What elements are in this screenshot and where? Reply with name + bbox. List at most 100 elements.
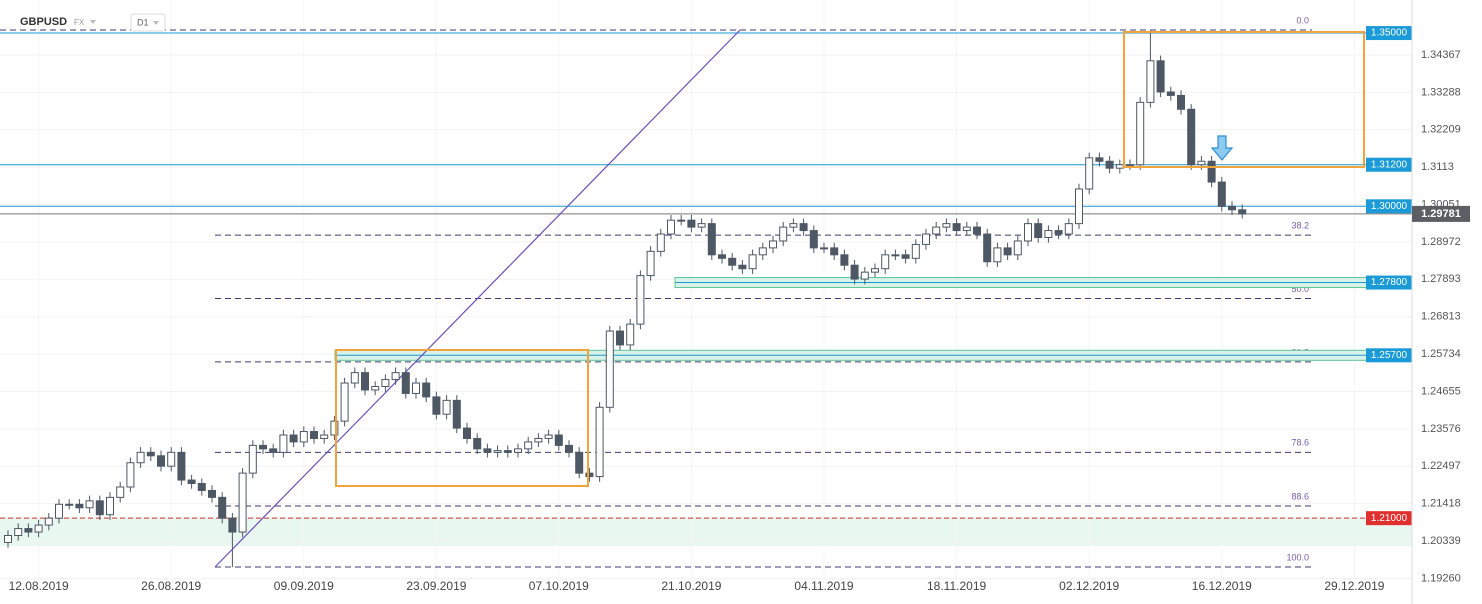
candle-body (228, 517, 237, 533)
candle-body (891, 254, 900, 257)
candle-body (881, 254, 890, 270)
candle-body (391, 372, 400, 381)
candle-body (44, 517, 53, 526)
candle-body (952, 223, 961, 232)
candle-body (544, 434, 553, 439)
x-tick-label: 07.10.2019 (529, 579, 589, 593)
candle-body (993, 247, 1002, 263)
candle-body (636, 275, 645, 325)
y-tick-label: 1.27893 (1421, 273, 1461, 285)
candle-body (850, 264, 859, 280)
dropdown[interactable] (90, 20, 96, 24)
y-tick-label: 1.24655 (1421, 385, 1461, 397)
candle-body (1115, 164, 1124, 169)
candle-body (1136, 101, 1145, 166)
x-tick-label: 18.11.2019 (927, 579, 986, 593)
candle-body (799, 223, 808, 232)
market: FX (74, 18, 85, 27)
y-tick-label: 1.23576 (1421, 423, 1461, 435)
y-tick-label: 1.3113 (1421, 161, 1454, 173)
candle-body (1034, 223, 1043, 238)
x-tick-label: 16.12.2019 (1192, 579, 1252, 593)
level-label: 1.25700 (1371, 350, 1408, 361)
level-label: 1.31200 (1371, 159, 1408, 170)
x-tick-label: 23.09.2019 (406, 579, 466, 593)
candle-body (1085, 157, 1094, 190)
candle-body (503, 450, 512, 453)
candle-body (381, 379, 390, 387)
candle-body (942, 223, 951, 228)
candle-body (289, 434, 298, 443)
last-price-tag (1412, 205, 1470, 222)
candle-body (1217, 181, 1226, 207)
candle-body (279, 434, 288, 453)
timeframe: D1 (137, 17, 149, 27)
candle-body (605, 330, 614, 408)
down-arrow (1210, 135, 1234, 161)
last-price-label: 1.29781 (1421, 208, 1461, 220)
candle-body (401, 372, 410, 394)
candle-body (463, 427, 471, 439)
candle-body (442, 399, 451, 415)
candle-body (983, 233, 992, 263)
candle-body (1105, 160, 1114, 169)
trend-line (214, 29, 741, 568)
candle-body (1126, 164, 1134, 167)
x-tick-label: 09.09.2019 (274, 579, 334, 593)
candle-body (1024, 223, 1032, 242)
range-box (1123, 31, 1365, 168)
candle-body (218, 496, 227, 519)
candle-body (769, 240, 777, 249)
candle-body (432, 396, 441, 415)
y-tick-label: 1.22497 (1421, 460, 1461, 472)
candle-body (656, 233, 665, 252)
levels: 1.35000 1.31200 1.30000 1.27800 1.25700 1.210… (0, 26, 1413, 526)
y-tick-label: 1.19260 (1421, 572, 1461, 584)
candle-body (157, 455, 165, 467)
candle-body (452, 399, 461, 429)
y-tick-label: 1.33288 (1421, 86, 1461, 98)
candle-body (697, 223, 706, 228)
candle-body (738, 264, 747, 270)
dropdown (153, 21, 159, 25)
level-tag (1366, 157, 1412, 172)
candle-body (575, 451, 584, 474)
candle-body (361, 372, 369, 391)
candle-body (473, 437, 482, 450)
candle-body (1003, 247, 1012, 256)
candle-body (197, 483, 206, 491)
candle-body (493, 450, 502, 453)
candle-body (1095, 157, 1104, 162)
range-box (335, 349, 589, 487)
y-tick-label: 1.21418 (1421, 498, 1461, 510)
candle-body (585, 472, 594, 478)
candle-body (299, 431, 308, 443)
fib-label: 0.0 (1296, 15, 1309, 25)
candle-body (371, 385, 380, 391)
candle-body (167, 451, 176, 467)
candle-body (4, 534, 12, 543)
candle-body (932, 226, 941, 235)
candle-body (809, 230, 818, 249)
candle-body (248, 444, 257, 474)
x-tick-label: 21.10.2019 (661, 579, 721, 593)
candle-body (55, 503, 63, 519)
candle-body (177, 451, 186, 481)
y-tick-label: 1.34367 (1421, 49, 1461, 61)
candle-body (187, 479, 196, 485)
fib-label: 50.0 (1291, 284, 1309, 294)
y-tick-label: 1.20339 (1421, 535, 1461, 547)
candle-body (748, 254, 757, 270)
candle-body (259, 444, 267, 450)
fib-label: 100.0 (1286, 552, 1309, 562)
timeframe-select[interactable] (130, 13, 166, 32)
candle-body (524, 441, 533, 450)
candle-body (1064, 223, 1073, 235)
candle-body (483, 448, 492, 453)
candle-body (1207, 160, 1216, 183)
candle-body (1187, 108, 1196, 166)
fib-label: 78.6 (1291, 438, 1309, 448)
x-tick-label: 29.12.2019 (1324, 579, 1384, 593)
candle-body (707, 223, 716, 256)
